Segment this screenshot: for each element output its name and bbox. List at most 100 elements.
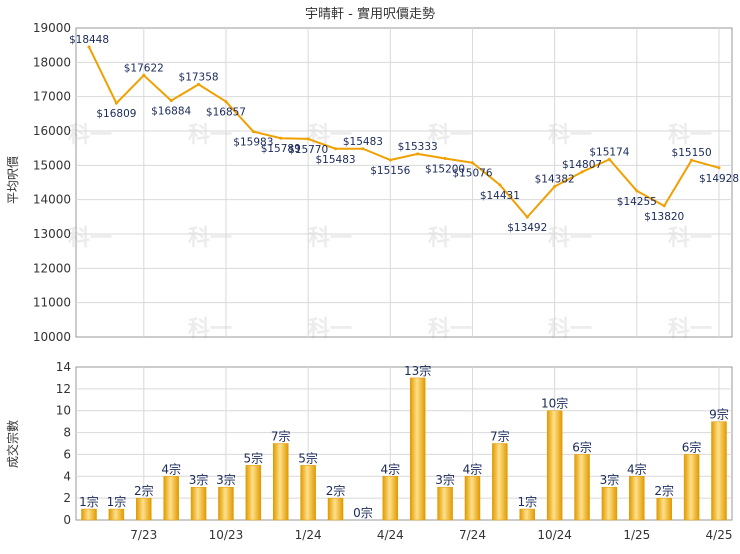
bottom-y-tick-label: 14 — [56, 360, 71, 374]
bottom-y-tick-label: 6 — [63, 447, 71, 461]
x-tick-label: 10/24 — [537, 528, 572, 542]
watermark: 科一 — [188, 123, 232, 148]
watermark: 科一 — [428, 226, 472, 251]
bar-data-label: 2宗 — [134, 483, 154, 498]
bar-data-label: 13宗 — [404, 363, 431, 378]
price-data-label: $15076 — [452, 168, 492, 180]
price-data-label: $18448 — [69, 34, 109, 46]
x-tick-label: 4/25 — [706, 528, 733, 542]
bar-data-label: 2宗 — [326, 483, 346, 498]
watermark: 科一 — [188, 226, 232, 251]
price-data-label: $16884 — [151, 106, 191, 118]
price-data-label: $15156 — [370, 165, 410, 177]
bar-data-label: 4宗 — [380, 461, 400, 476]
price-data-label: $15983 — [233, 137, 273, 149]
price-point — [470, 161, 474, 165]
price-point — [498, 183, 502, 187]
bar — [218, 486, 234, 521]
bar-data-label: 4宗 — [161, 461, 181, 476]
price-point — [717, 166, 721, 170]
price-data-label: $16857 — [206, 107, 246, 119]
top-y-tick-label: 13000 — [33, 227, 71, 241]
top-y-axis-label: 平均呎價 — [6, 156, 20, 204]
watermark: 科一 — [68, 226, 112, 251]
bar — [656, 497, 672, 521]
bottom-y-tick-label: 0 — [63, 513, 71, 527]
bottom-y-tick-label: 10 — [56, 404, 71, 418]
top-y-tick-label: 16000 — [33, 124, 71, 138]
price-data-label: $13820 — [644, 211, 684, 223]
bottom-y-tick-label: 2 — [63, 491, 71, 505]
watermark: 科一 — [68, 123, 112, 148]
bottom-y-tick-label: 4 — [63, 469, 71, 483]
price-point — [388, 158, 392, 162]
bar-data-label: 3宗 — [600, 472, 620, 487]
price-point — [279, 136, 283, 140]
bar-data-label: 2宗 — [654, 483, 674, 498]
top-y-tick-label: 15000 — [33, 158, 71, 172]
bar — [81, 508, 97, 521]
bottom-y-axis-label: 成交宗數 — [5, 420, 20, 468]
price-data-label: $15174 — [589, 146, 629, 158]
bar-data-label: 5宗 — [298, 450, 318, 465]
bar-data-label: 6宗 — [682, 439, 702, 454]
top-y-tick-label: 17000 — [33, 90, 71, 104]
price-point — [169, 99, 173, 103]
bar-data-label: 1宗 — [517, 494, 537, 509]
price-data-label: $14382 — [535, 174, 575, 186]
bar — [711, 421, 727, 521]
watermark: 科一 — [188, 317, 232, 342]
x-tick-label: 10/23 — [209, 528, 244, 542]
bar-data-label: 4宗 — [463, 461, 483, 476]
price-point — [224, 100, 228, 104]
price-point — [635, 189, 639, 193]
top-y-tick-label: 18000 — [33, 55, 71, 69]
watermark: 科一 — [428, 317, 472, 342]
bar — [492, 443, 508, 521]
bar — [136, 497, 152, 521]
x-tick-label: 4/24 — [377, 528, 404, 542]
watermark: 科一 — [668, 317, 712, 342]
price-point — [553, 185, 557, 189]
bar-data-label: 1宗 — [79, 494, 99, 509]
price-data-label: $14807 — [562, 159, 602, 171]
price-point — [443, 156, 447, 160]
price-data-label: $15483 — [343, 136, 383, 148]
price-point — [334, 147, 338, 151]
price-data-label: $15150 — [672, 147, 712, 159]
watermark: 科一 — [308, 226, 352, 251]
price-data-label: $15770 — [288, 144, 328, 156]
price-point — [87, 45, 91, 49]
top-y-tick-label: 19000 — [33, 21, 71, 35]
price-data-label: $15789 — [261, 143, 301, 155]
bar-data-label: 3宗 — [435, 472, 455, 487]
price-point — [306, 137, 310, 141]
bar — [683, 454, 700, 521]
price-point — [525, 215, 529, 219]
chart-title: 宇晴軒 - 實用呎價走勢 — [305, 6, 435, 22]
bar — [108, 508, 125, 521]
price-point — [690, 158, 694, 162]
price-data-label: $17622 — [124, 62, 164, 74]
top-plot-frame — [75, 27, 733, 338]
bar — [629, 476, 645, 521]
price-data-label: $15200 — [425, 163, 465, 175]
price-point — [416, 152, 420, 156]
bar-data-label: 4宗 — [627, 461, 647, 476]
watermark: 科一 — [548, 226, 592, 251]
top-y-tick-label: 14000 — [33, 193, 71, 207]
bar-data-label: 10宗 — [541, 396, 568, 411]
price-point — [580, 170, 584, 174]
bar-data-label: 7宗 — [490, 429, 510, 444]
price-data-label: $13492 — [507, 222, 547, 234]
bar — [190, 486, 207, 521]
bar — [546, 410, 563, 521]
price-data-label: $14431 — [480, 190, 520, 202]
price-data-label: $14255 — [617, 196, 657, 208]
bar-data-label: 7宗 — [271, 429, 291, 444]
watermark: 科一 — [308, 123, 352, 148]
bar-data-label: 0宗 — [353, 505, 373, 520]
watermark: 科一 — [668, 226, 712, 251]
